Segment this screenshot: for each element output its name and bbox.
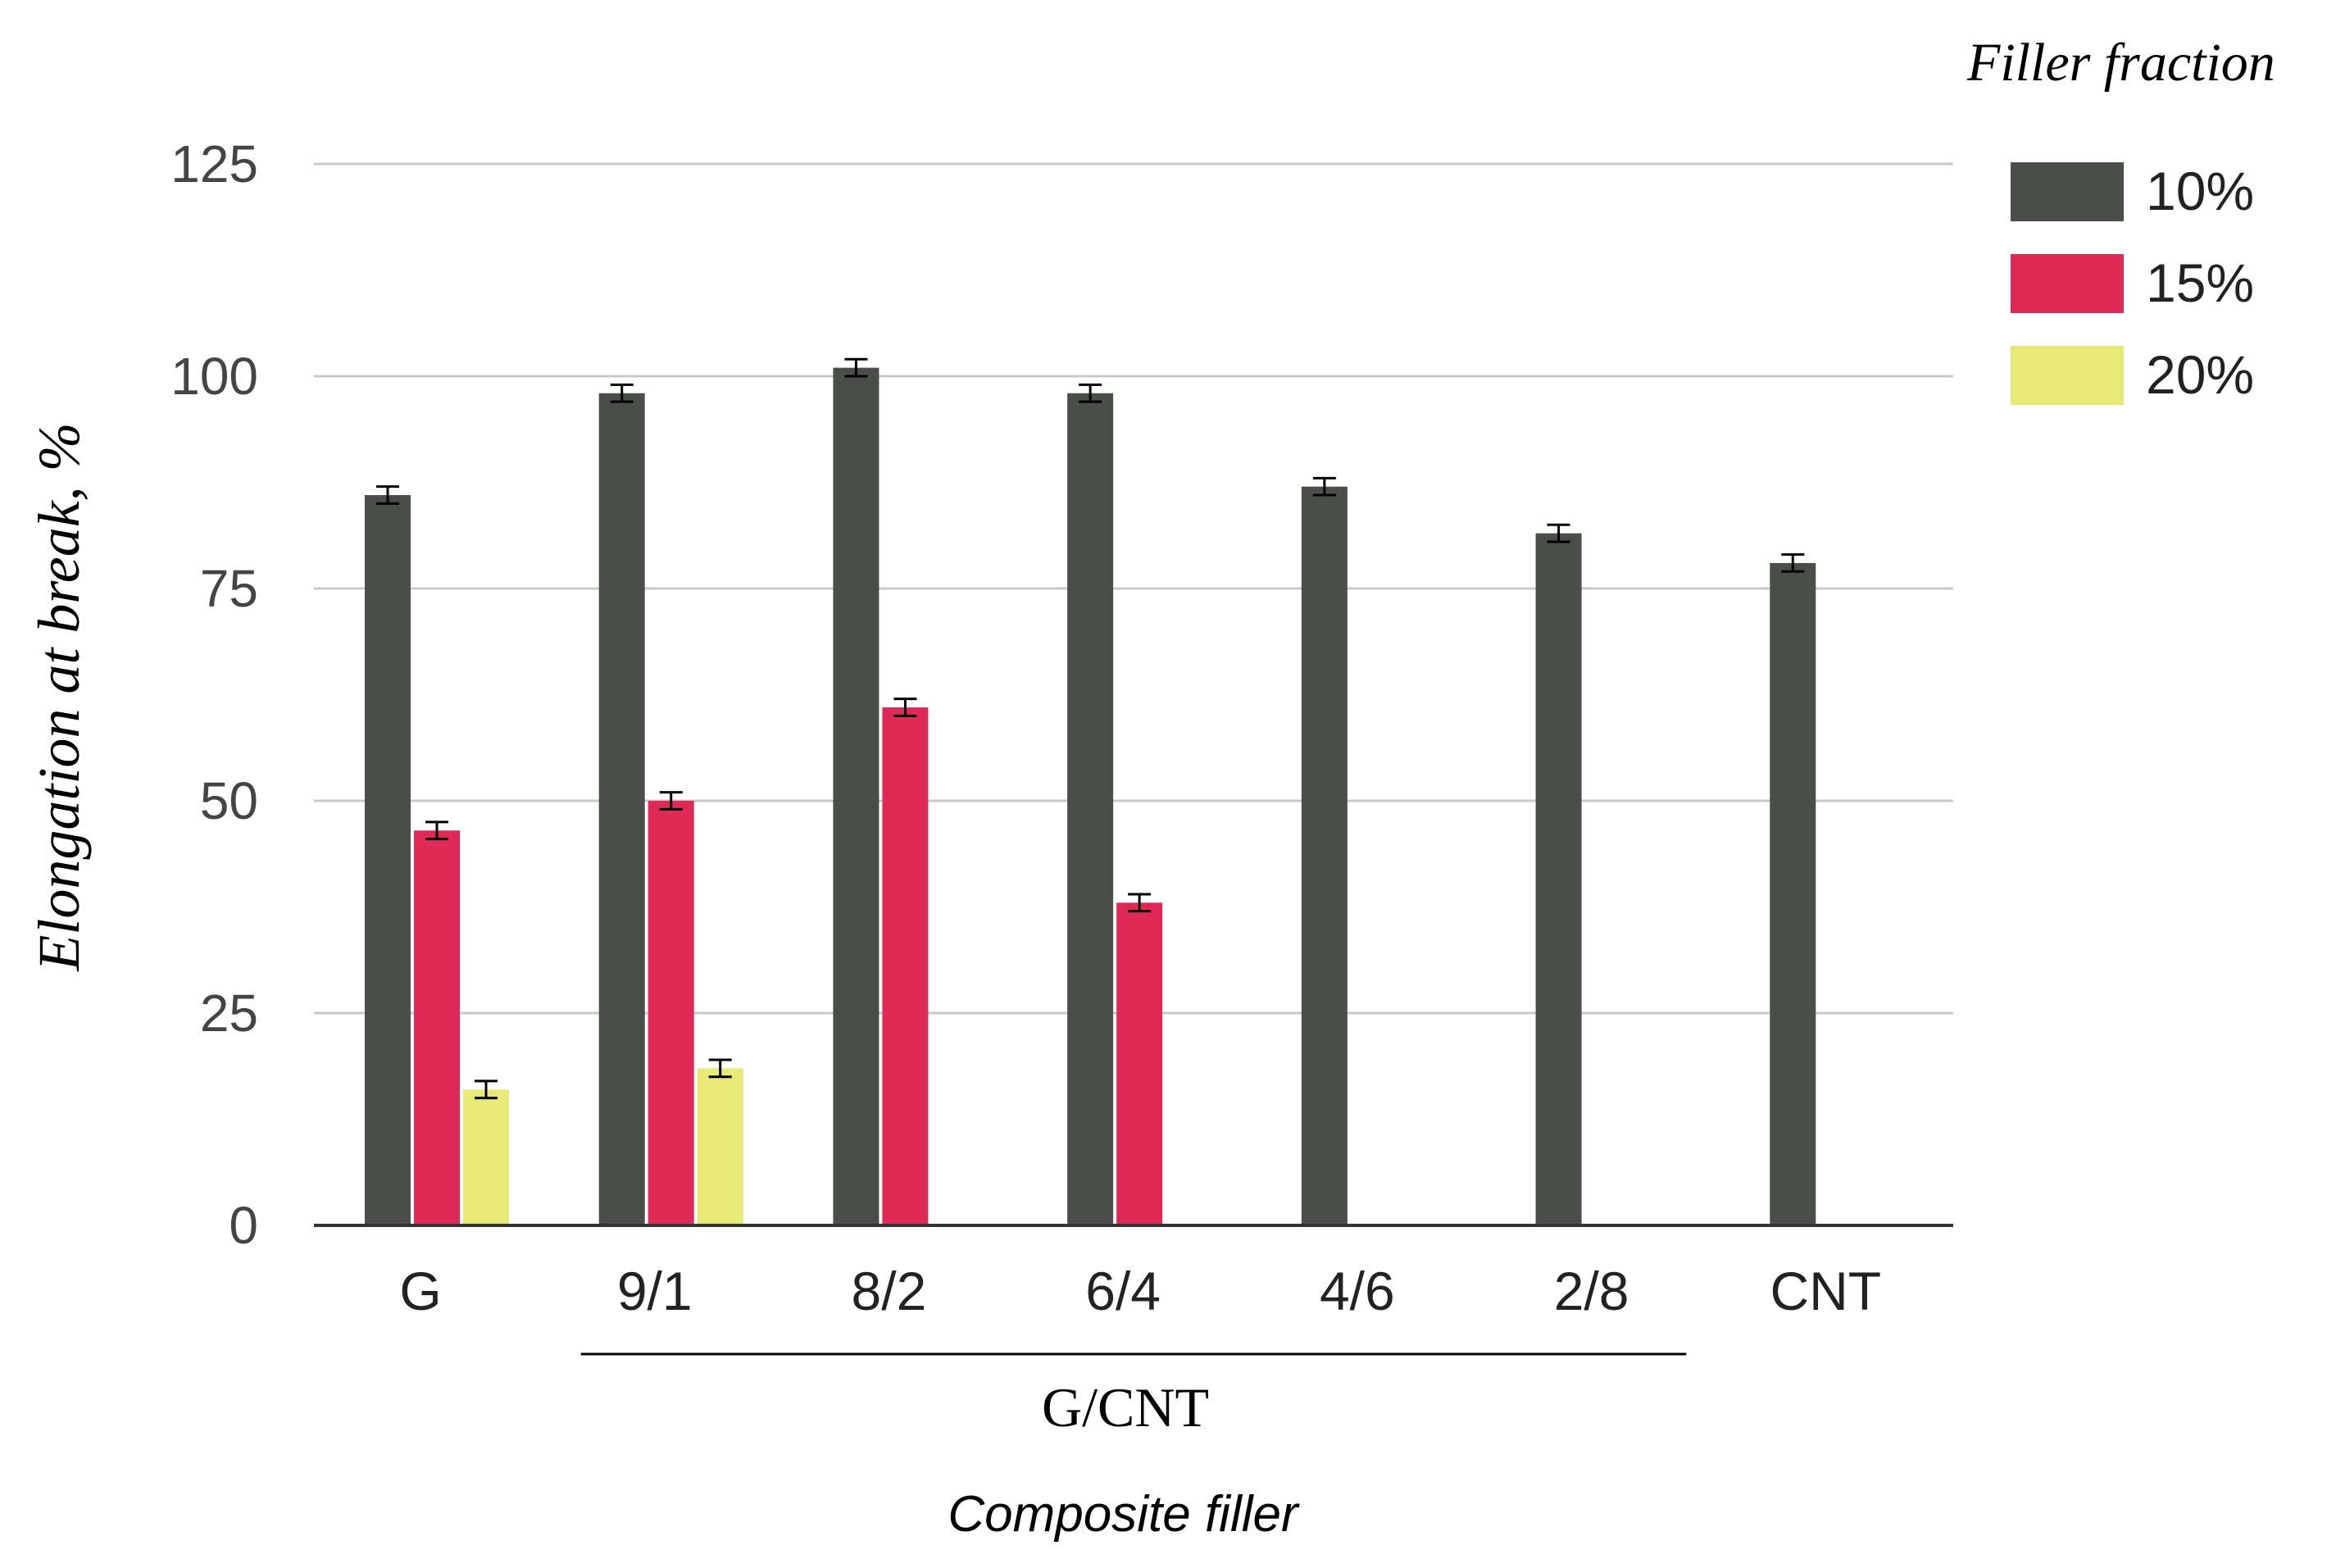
y-tick-label: 50	[200, 771, 258, 830]
bar	[414, 830, 460, 1225]
y-tick-label: 75	[200, 559, 258, 618]
y-tick-label: 125	[170, 134, 258, 193]
legend-swatch	[2011, 254, 2124, 313]
bar	[648, 801, 694, 1225]
y-tick-label: 25	[200, 984, 258, 1043]
x-tick-labels: G 9/1 8/2 6/4 4/6 2/8 CNT	[399, 1261, 1881, 1321]
bar	[1116, 902, 1163, 1225]
legend-label: 20%	[2146, 344, 2254, 405]
bar	[1067, 393, 1114, 1226]
x-axis-title: Composite filler	[948, 1486, 1300, 1543]
x-tick-label: 6/4	[1085, 1261, 1161, 1321]
bar	[598, 393, 645, 1226]
x-tick-label: G	[399, 1261, 441, 1321]
legend-swatch	[2011, 162, 2124, 221]
bar	[365, 495, 411, 1225]
bars	[365, 367, 1915, 1227]
x-tick-label: 8/2	[852, 1261, 927, 1321]
error-bars	[376, 357, 1805, 1100]
legend-label: 10%	[2146, 161, 2254, 221]
legend: 10% 15% 20%	[2011, 161, 2254, 405]
legend-title: Filler fraction	[1966, 33, 2275, 93]
bar	[882, 707, 929, 1225]
bar	[1535, 533, 1582, 1225]
bar	[1770, 562, 1816, 1225]
legend-swatch	[2011, 346, 2124, 405]
bar	[1301, 486, 1348, 1225]
y-tick-label: 0	[229, 1196, 258, 1255]
x-tick-label: 4/6	[1320, 1261, 1395, 1321]
x-tick-label: CNT	[1770, 1261, 1881, 1321]
bar	[697, 1068, 743, 1225]
y-tick-label: 100	[170, 347, 258, 406]
bar	[463, 1089, 509, 1225]
y-axis-title: Elongation at break, %	[26, 422, 92, 971]
group-label: G/CNT	[1042, 1376, 1209, 1438]
bar	[833, 367, 879, 1225]
gridlines	[314, 162, 1953, 1015]
x-tick-label: 2/8	[1554, 1261, 1629, 1321]
legend-label: 15%	[2146, 252, 2254, 313]
y-tick-labels: 0 25 50 75 100 125	[170, 134, 258, 1255]
x-tick-label: 9/1	[617, 1261, 693, 1321]
